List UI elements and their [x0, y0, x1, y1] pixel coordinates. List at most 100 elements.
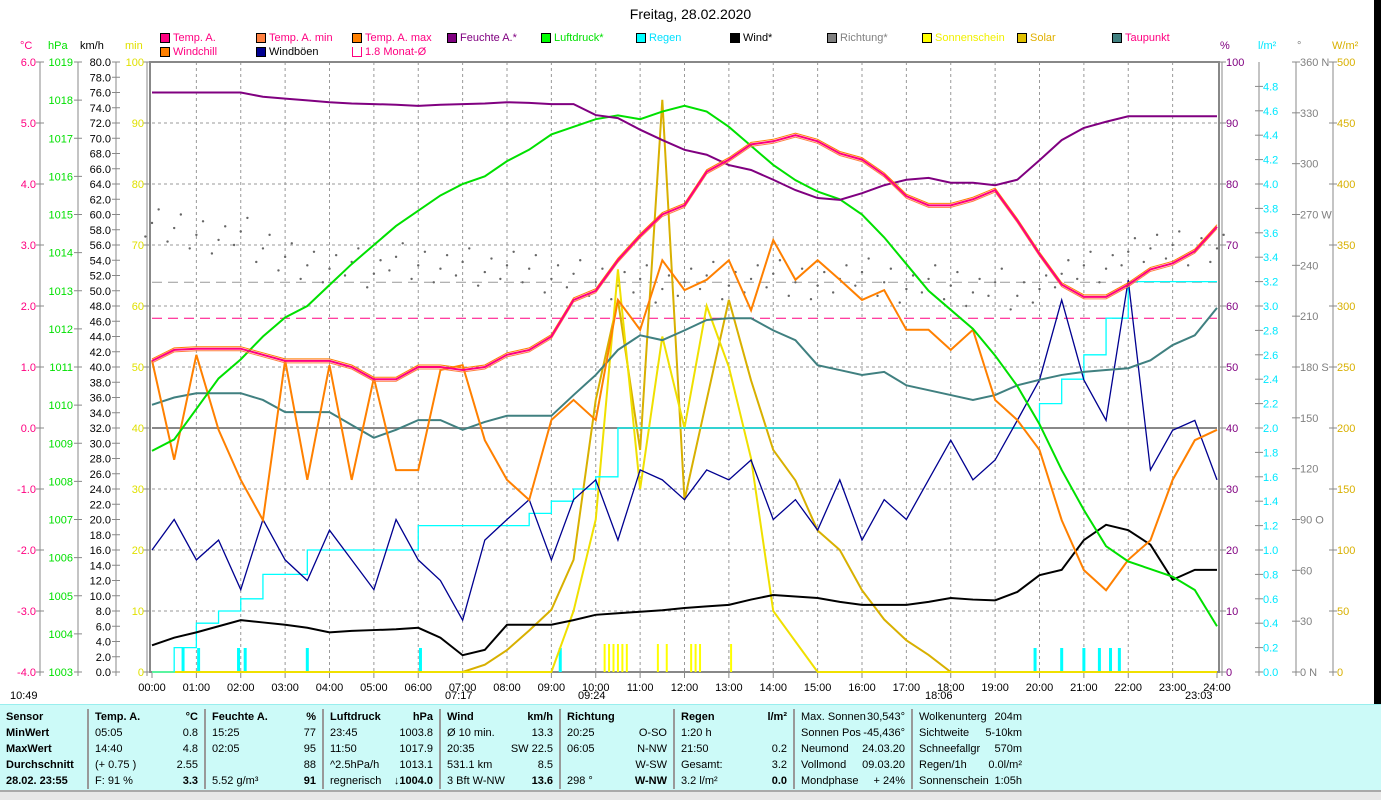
rain-tick-label: 3.2 [1263, 277, 1278, 289]
direction-point [512, 250, 515, 253]
stats-value: 1017.9 [399, 743, 433, 755]
direction-point [1120, 264, 1123, 267]
stats-value: 13.6 [531, 775, 553, 787]
direction-point [794, 281, 797, 284]
stats-time: F: 91 % [95, 775, 133, 787]
direction-point [290, 242, 293, 245]
legend-swatch [256, 33, 266, 43]
press-tick-label: 1012 [49, 324, 73, 336]
direction-point [809, 298, 813, 301]
astro-label: Max. Sonnen [801, 711, 866, 723]
legend-swatch [160, 33, 170, 43]
direction-point [1089, 250, 1092, 253]
stats-value: 2.55 [176, 759, 198, 771]
stats-row: 88 [212, 757, 316, 773]
header-label: Feuchte A. [212, 711, 268, 723]
rain-tick-label: 4.6 [1263, 106, 1278, 118]
astro-value: 30,543° [866, 711, 905, 723]
direction-point [749, 277, 753, 281]
direction-point [971, 291, 975, 294]
dir-tick-label: 120 [1300, 464, 1318, 476]
wind-tick-label: 16.0 [90, 545, 111, 557]
stats-wind-col: Wind km/h Ø 10 min. 13.3 20:35 SW 22.5 531.1 k… [441, 709, 561, 789]
dir-tick-label: 330 [1300, 108, 1318, 120]
astro-row: Vollmond 09.03.20 [801, 757, 905, 773]
direction-point [993, 281, 997, 284]
direction-point [765, 286, 768, 289]
rain-tick-label: 4.4 [1263, 130, 1278, 142]
x-tick-label: 10:00 [582, 682, 610, 694]
stats-value: W-NW [634, 775, 667, 787]
stats-panel: Sensor MinWert MaxWert Durchschnitt 28.0… [0, 704, 1381, 790]
wind-tick-label: 60.0 [90, 210, 111, 222]
stats-value: 0.8 [182, 727, 198, 739]
stats-header: Richtung [567, 709, 667, 725]
stats-time: 06:05 [567, 743, 595, 755]
direction-point [876, 294, 879, 298]
direction-point [800, 267, 804, 270]
rain-tick-label: 2.0 [1263, 423, 1278, 435]
hum-tick-label: 90 [1226, 118, 1238, 130]
stats-time: 23:45 [330, 727, 358, 739]
x-tick-label: 04:00 [316, 682, 344, 694]
legend-label: Temp. A. [173, 32, 216, 44]
wind-tick-label: 18.0 [90, 530, 111, 542]
rain-tick-label: 1.6 [1263, 472, 1278, 484]
astro-row: Neumond 24.03.20 [801, 741, 905, 757]
direction-point [195, 233, 198, 237]
legend-label: Luftdruck* [554, 32, 604, 44]
astro-label: Mondphase [801, 775, 859, 787]
direction-point [490, 257, 493, 260]
x-tick-label: 16:00 [848, 682, 876, 694]
direction-point [705, 274, 708, 277]
unit-wind: km/h [80, 40, 104, 52]
stats-value: ↓1004.0 [393, 775, 433, 787]
direction-point [1031, 301, 1035, 304]
chart-title: Freitag, 28.02.2020 [629, 6, 752, 22]
hum-tick-label: 50 [1226, 362, 1238, 374]
legend-label: Temp. A. min [269, 32, 333, 44]
stats-value: SW 22.5 [510, 743, 553, 755]
stats-row: 14:40 4.8 [95, 741, 198, 757]
series-regen [152, 280, 1217, 673]
stats-time: 531.1 km [447, 759, 493, 771]
direction-point [521, 281, 524, 284]
rain-tick-label: 3.6 [1263, 228, 1278, 240]
daylength-label: 10:49 [10, 690, 38, 702]
stats-header: Regen l/m² [681, 709, 787, 725]
stats-row: 3.2 l/m² 0.0 [681, 773, 787, 789]
wind-tick-label: 12.0 [90, 576, 111, 588]
sunrise-label: 07:17 [445, 690, 473, 702]
legend-swatch [922, 33, 932, 43]
stats-time: 3.2 l/m² [681, 775, 718, 787]
wind-tick-label: 4.0 [96, 637, 111, 649]
rain-tick-label: 0.2 [1263, 643, 1278, 655]
direction-point [1215, 247, 1219, 250]
direction-point [556, 264, 560, 267]
direction-point [439, 267, 442, 270]
press-tick-label: 1015 [49, 210, 73, 222]
temp-tick-label: 0.0 [21, 423, 36, 435]
direction-point [550, 277, 553, 281]
x-tick-label: 18:00 [937, 682, 965, 694]
press-tick-label: 1008 [49, 476, 73, 488]
row-label: 28.02. 23:55 [6, 775, 68, 787]
wind-tick-label: 2.0 [96, 652, 111, 664]
sun-tick-label: 70 [132, 240, 144, 252]
x-tick-label: 12:00 [671, 682, 699, 694]
direction-point [594, 281, 597, 284]
direction-point [934, 264, 937, 267]
wind-tick-label: 30.0 [90, 438, 111, 450]
direction-point [328, 267, 331, 270]
temp-tick-label: 5.0 [21, 118, 36, 130]
direction-point [454, 274, 458, 277]
wind-tick-label: 22.0 [90, 499, 111, 511]
header-label: Wind [447, 711, 474, 723]
stats-value: 88 [303, 759, 316, 771]
direction-point [334, 253, 338, 257]
direction-point [150, 221, 154, 225]
direction-point [772, 272, 775, 276]
x-tick-label: 19:00 [981, 682, 1009, 694]
legend-item: Wind* [730, 32, 772, 44]
x-tick-label: 07:00 [449, 682, 477, 694]
